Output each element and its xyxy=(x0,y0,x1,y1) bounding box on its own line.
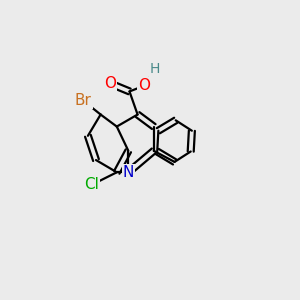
Text: N: N xyxy=(123,165,134,180)
Text: O: O xyxy=(104,76,116,91)
Text: H: H xyxy=(150,62,160,76)
Text: Br: Br xyxy=(75,93,92,108)
Text: O: O xyxy=(139,78,151,93)
Text: Cl: Cl xyxy=(84,178,99,193)
